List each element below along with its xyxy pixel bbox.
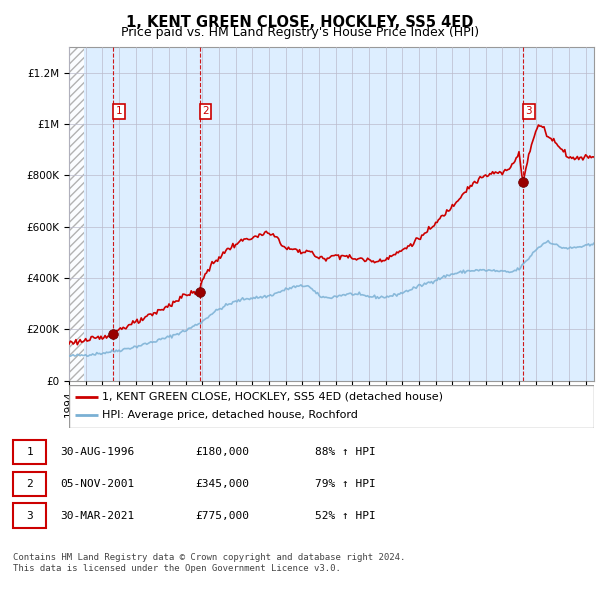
Text: 88% ↑ HPI: 88% ↑ HPI xyxy=(315,447,376,457)
Text: 1, KENT GREEN CLOSE, HOCKLEY, SS5 4ED (detached house): 1, KENT GREEN CLOSE, HOCKLEY, SS5 4ED (d… xyxy=(102,392,443,402)
Text: £775,000: £775,000 xyxy=(195,511,249,520)
FancyBboxPatch shape xyxy=(13,440,46,464)
Text: 3: 3 xyxy=(26,511,33,520)
Text: Contains HM Land Registry data © Crown copyright and database right 2024.
This d: Contains HM Land Registry data © Crown c… xyxy=(13,553,406,573)
Text: 1: 1 xyxy=(116,106,122,116)
FancyBboxPatch shape xyxy=(69,385,594,428)
Text: 79% ↑ HPI: 79% ↑ HPI xyxy=(315,479,376,489)
Text: HPI: Average price, detached house, Rochford: HPI: Average price, detached house, Roch… xyxy=(102,410,358,420)
Text: 1: 1 xyxy=(26,447,33,457)
FancyBboxPatch shape xyxy=(13,503,46,528)
Text: £180,000: £180,000 xyxy=(195,447,249,457)
Text: 3: 3 xyxy=(526,106,532,116)
Bar xyxy=(69,47,85,381)
Text: 52% ↑ HPI: 52% ↑ HPI xyxy=(315,511,376,520)
Text: 30-AUG-1996: 30-AUG-1996 xyxy=(60,447,134,457)
Text: 2: 2 xyxy=(26,479,33,489)
Text: 05-NOV-2001: 05-NOV-2001 xyxy=(60,479,134,489)
Text: Price paid vs. HM Land Registry's House Price Index (HPI): Price paid vs. HM Land Registry's House … xyxy=(121,26,479,39)
Text: 2: 2 xyxy=(202,106,209,116)
FancyBboxPatch shape xyxy=(13,471,46,496)
Text: 30-MAR-2021: 30-MAR-2021 xyxy=(60,511,134,520)
Text: 1, KENT GREEN CLOSE, HOCKLEY, SS5 4ED: 1, KENT GREEN CLOSE, HOCKLEY, SS5 4ED xyxy=(127,15,473,30)
Text: £345,000: £345,000 xyxy=(195,479,249,489)
